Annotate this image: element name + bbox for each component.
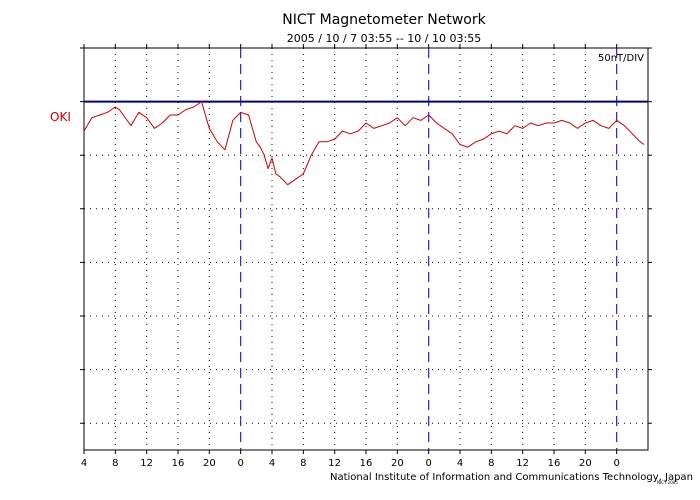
scale-label: 50nT/DIV [597,53,644,64]
day-dividers [240,48,618,450]
x-tick-label: 12 [140,458,153,469]
station-label: OKI [50,110,71,124]
chart-subtitle: 2005 / 10 / 7 03:55 -- 10 / 10 03:55 [286,32,482,45]
series-line-oki [83,101,645,186]
x-tick-label: 16 [548,458,561,469]
x-tick-label: 0 [237,458,243,469]
x-tick-label: 4 [457,458,463,469]
x-tick-label: 0 [613,458,619,469]
x-tick-label: 16 [360,458,373,469]
x-tick-label: 20 [391,458,404,469]
x-tick-label: 16 [172,458,185,469]
x-tick-label: 8 [300,458,306,469]
x-tick-label: 12 [516,458,529,469]
x-tick-label: 20 [203,458,216,469]
x-tick-label: 12 [328,458,341,469]
tiny-mark: NICT 2005 [657,480,678,485]
x-tick-label: 4 [269,458,275,469]
x-tick-label: 8 [488,458,494,469]
chart-title: NICT Magnetometer Network [282,12,486,28]
x-tick-label: 8 [112,458,118,469]
grid [83,47,648,450]
y-ticks [80,47,652,424]
x-tick-label: 0 [425,458,431,469]
x-tick-label: 20 [579,458,592,469]
x-ticks: 4 8 12 16 20 0 4 8 12 16 20 0 4 8 12 16 20 0 [81,44,620,469]
credit-text: National Institute of Information and Co… [330,472,693,483]
x-tick-label: 4 [81,458,87,469]
